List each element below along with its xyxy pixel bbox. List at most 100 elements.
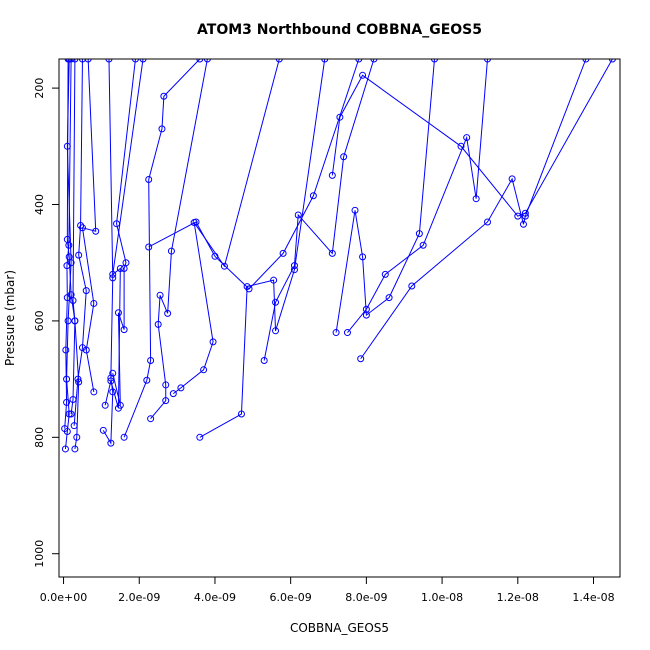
data-point (122, 259, 130, 267)
series-line (173, 59, 280, 395)
series-line (112, 59, 136, 406)
y-axis-label: Pressure (mbar) (3, 270, 17, 366)
data-point (109, 369, 117, 377)
data-point (145, 243, 153, 251)
series-line (72, 59, 80, 450)
series-11 (147, 59, 211, 423)
data-point (101, 401, 109, 409)
data-point (84, 59, 92, 63)
series-line (347, 59, 489, 333)
data-point (73, 433, 81, 441)
data-point (78, 59, 86, 63)
data-point (200, 366, 208, 374)
data-point (143, 376, 151, 384)
data-point (62, 346, 70, 354)
data-point (351, 206, 359, 214)
series-line (335, 59, 436, 333)
data-point (99, 426, 107, 434)
series-7 (99, 59, 117, 447)
data-point (272, 327, 280, 335)
series-line (102, 59, 114, 445)
x-axis: 0.0e+00 2.0e-09 4.0e-09 6.0e-09 8.0e-09 1.0e-… (40, 577, 615, 604)
data-point (343, 329, 351, 337)
data-point (209, 338, 217, 346)
series-16 (332, 59, 439, 337)
data-point (145, 175, 153, 183)
x-axis-label: COBBNA_GEOS5 (290, 621, 389, 635)
series-13 (196, 59, 329, 441)
data-point (116, 265, 124, 273)
data-point (107, 439, 115, 447)
data-point (192, 218, 200, 226)
x-tick-label: 1.4e-08 (572, 591, 614, 604)
data-point (114, 404, 122, 412)
data-point (260, 356, 268, 364)
data-point (69, 297, 77, 305)
data-point (109, 270, 117, 278)
data-point (582, 59, 590, 63)
series-19 (328, 59, 616, 220)
data-point (90, 299, 98, 307)
data-point (272, 298, 280, 306)
data-point (270, 276, 278, 284)
x-tick-label: 1.0e-08 (421, 591, 463, 604)
x-tick-label: 6.0e-09 (270, 591, 312, 604)
data-point (220, 262, 228, 270)
data-point (65, 253, 73, 261)
data-point (362, 305, 370, 313)
data-point (237, 410, 245, 418)
data-point (75, 251, 83, 259)
series-line (331, 59, 613, 217)
x-tick-label: 8.0e-09 (345, 591, 387, 604)
data-point (472, 195, 480, 203)
data-point (419, 241, 427, 249)
series-4 (69, 59, 83, 453)
data-point (75, 378, 83, 386)
data-point (381, 270, 389, 278)
data-point (415, 230, 423, 238)
data-point (147, 356, 155, 364)
data-point (457, 142, 465, 150)
data-point (71, 445, 79, 453)
data-point (321, 59, 329, 63)
series-line (150, 59, 208, 420)
series-line (199, 59, 326, 438)
series-17 (343, 59, 492, 337)
data-point (359, 71, 367, 79)
series-line (360, 59, 587, 360)
x-tick-label: 2.0e-09 (118, 591, 160, 604)
data-point (431, 59, 439, 63)
y-tick-label: 1000 (33, 540, 46, 568)
data-point (169, 390, 177, 398)
data-point (508, 175, 516, 183)
x-tick-label: 1.2e-08 (497, 591, 539, 604)
data-point (336, 113, 344, 121)
data-point (71, 59, 79, 63)
data-point (64, 317, 72, 325)
data-point (158, 125, 166, 133)
data-point (162, 381, 170, 389)
data-point (162, 397, 170, 405)
data-point (484, 59, 492, 63)
data-point (167, 247, 175, 255)
x-tick-label: 4.0e-09 (194, 591, 236, 604)
data-point (385, 294, 393, 302)
data-point (294, 211, 302, 219)
data-point (131, 59, 139, 63)
data-point (147, 415, 155, 423)
y-tick-label: 600 (33, 310, 46, 331)
data-point (290, 262, 298, 270)
data-point (67, 59, 75, 63)
series-8 (109, 59, 139, 409)
series-10 (120, 59, 204, 441)
data-point (156, 291, 164, 299)
series-15 (260, 59, 378, 364)
data-point (177, 384, 185, 392)
data-point (74, 375, 82, 383)
data-point (332, 329, 340, 337)
data-point (77, 221, 85, 229)
data-point (340, 153, 348, 161)
chart-title: ATOM3 Northbound COBBNA_GEOS5 (197, 22, 482, 38)
data-point (328, 171, 336, 179)
data-point (70, 422, 78, 430)
